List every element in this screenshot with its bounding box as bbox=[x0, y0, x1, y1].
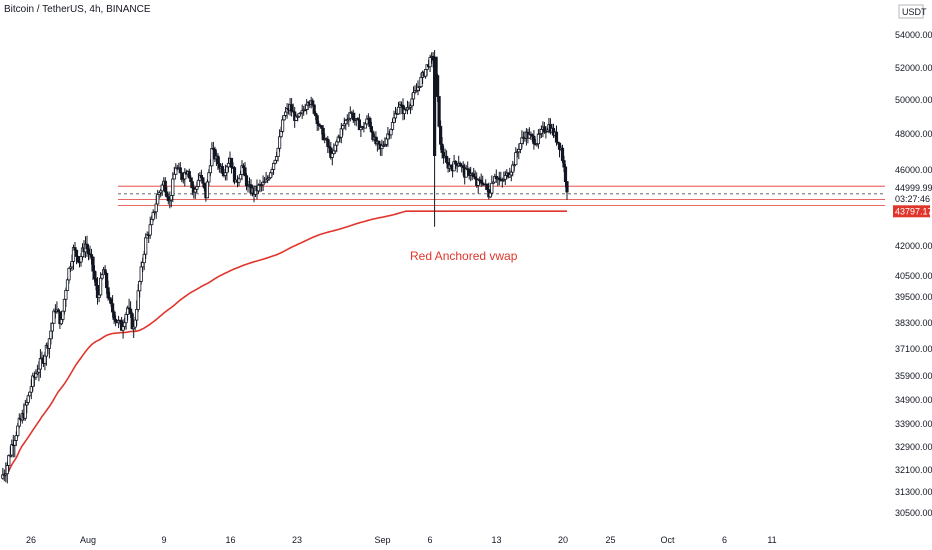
x-tick-label: 26 bbox=[26, 535, 36, 545]
candle bbox=[213, 146, 217, 163]
y-tick-label: 39500.00 bbox=[895, 292, 932, 302]
candle bbox=[10, 439, 14, 458]
candle bbox=[315, 114, 319, 131]
y-tick-label: 46000.00 bbox=[895, 165, 932, 175]
candle bbox=[434, 56, 438, 77]
chart-title: Bitcoin / TetherUS, 4h, BINANCE bbox=[4, 4, 151, 15]
candle bbox=[300, 104, 304, 119]
vwap-layer bbox=[2, 210, 567, 476]
vwap-price-badge: 43797.17 bbox=[893, 205, 932, 218]
candle bbox=[229, 157, 234, 174]
candle bbox=[557, 142, 562, 158]
y-tick-label: 54000.00 bbox=[895, 30, 932, 40]
currency-badge[interactable]: USDT bbox=[898, 4, 927, 19]
candle bbox=[423, 69, 428, 79]
vwap-annotation: Red Anchored vwap bbox=[410, 249, 518, 263]
candle bbox=[490, 175, 494, 196]
candle bbox=[285, 103, 289, 119]
vwap-line bbox=[2, 210, 567, 476]
y-tick-label: 34900.00 bbox=[895, 395, 932, 405]
candle bbox=[479, 173, 483, 187]
candle bbox=[365, 115, 369, 126]
candle bbox=[151, 209, 155, 222]
currency-label: USDT bbox=[902, 7, 927, 17]
countdown-label: 03:27:46 bbox=[895, 194, 930, 204]
y-tick-label: 32100.00 bbox=[895, 465, 932, 475]
x-tick-label: Oct bbox=[660, 535, 675, 545]
x-tick-label: 11 bbox=[767, 535, 776, 545]
candle bbox=[103, 265, 107, 274]
x-tick-label: 25 bbox=[605, 535, 615, 545]
candle bbox=[497, 171, 501, 186]
candle bbox=[187, 168, 191, 179]
x-tick-label: 20 bbox=[558, 535, 568, 545]
candle bbox=[225, 164, 229, 181]
y-tick-label: 40500.00 bbox=[895, 271, 932, 281]
x-tick-label: Sep bbox=[374, 535, 390, 545]
y-tick-label: 33900.00 bbox=[895, 419, 932, 429]
y-tick-label: 48000.00 bbox=[895, 129, 932, 139]
candle bbox=[183, 168, 187, 187]
candle bbox=[536, 129, 541, 149]
candle bbox=[47, 337, 52, 359]
candle bbox=[380, 139, 384, 157]
candle bbox=[64, 287, 68, 307]
candle bbox=[243, 162, 247, 177]
candle bbox=[336, 134, 340, 144]
candle bbox=[178, 162, 182, 174]
candle bbox=[464, 165, 468, 178]
levels-layer bbox=[118, 185, 885, 206]
y-tick-label: 52000.00 bbox=[895, 63, 932, 73]
svg-text:43797.17: 43797.17 bbox=[895, 206, 932, 216]
candle bbox=[117, 315, 121, 329]
candle bbox=[289, 98, 294, 117]
x-tick-label: 13 bbox=[491, 535, 501, 545]
candle bbox=[565, 181, 569, 200]
y-tick-label: 37100.00 bbox=[895, 344, 932, 354]
candles-layer bbox=[1, 50, 569, 484]
x-tick-label: 6 bbox=[427, 535, 432, 545]
price-axis[interactable]: 54000.00 52000.00 50000.00 48000.00 46000.00… bbox=[895, 30, 932, 518]
candle bbox=[264, 172, 268, 183]
candle bbox=[180, 171, 184, 183]
candle bbox=[396, 101, 401, 115]
y-tick-label: 50000.00 bbox=[895, 95, 932, 105]
candle bbox=[244, 173, 249, 191]
candle bbox=[34, 369, 38, 381]
x-tick-label: 6 bbox=[722, 535, 727, 545]
candle bbox=[413, 85, 417, 95]
y-tick-label: 42000.00 bbox=[895, 241, 932, 251]
x-tick-label: 9 bbox=[161, 535, 166, 545]
candle bbox=[156, 189, 160, 205]
candle bbox=[532, 130, 536, 150]
candle bbox=[551, 123, 556, 138]
time-axis[interactable]: 26 Aug 9 16 23 Sep 6 13 20 25 Oct 6 11 bbox=[26, 535, 777, 545]
candle bbox=[514, 147, 518, 166]
x-tick-label: Aug bbox=[80, 535, 96, 545]
candle bbox=[432, 50, 437, 227]
candle bbox=[305, 99, 309, 115]
x-tick-label: 16 bbox=[225, 535, 235, 545]
x-tick-label: 23 bbox=[292, 535, 302, 545]
y-tick-label: 35900.00 bbox=[895, 371, 932, 381]
candle bbox=[17, 413, 21, 429]
y-tick-label: 38300.00 bbox=[895, 318, 932, 328]
svg-text:44999.99: 44999.99 bbox=[895, 183, 932, 193]
y-tick-label: 30500.00 bbox=[895, 508, 932, 518]
candle bbox=[210, 142, 214, 167]
y-tick-label: 31300.00 bbox=[895, 487, 932, 497]
y-tick-label: 32900.00 bbox=[895, 442, 932, 452]
candle bbox=[112, 310, 116, 325]
candle bbox=[472, 167, 476, 178]
candle bbox=[160, 183, 164, 196]
candle bbox=[437, 96, 441, 128]
candle bbox=[38, 349, 43, 378]
candle bbox=[302, 105, 306, 116]
